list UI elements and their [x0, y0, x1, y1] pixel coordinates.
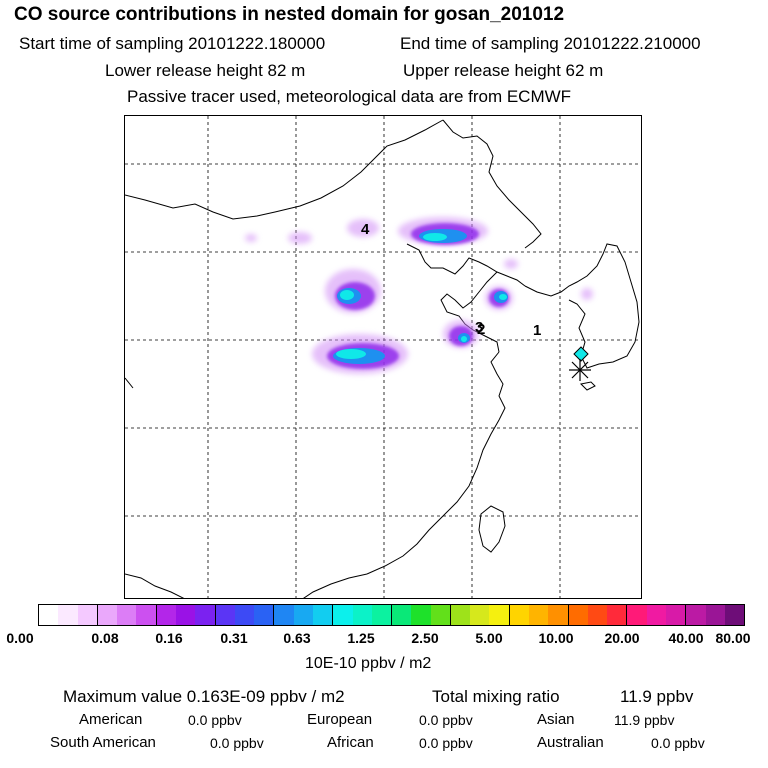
region-value: 0.0 ppbv [419, 712, 473, 728]
colorbar-segment [39, 605, 59, 625]
southwest-border [125, 573, 185, 598]
colorbar-unit: 10E-10 ppbv / m2 [305, 655, 432, 672]
colorbar-segment [254, 605, 275, 625]
bohai-coast [406, 243, 526, 287]
region-value: 0.0 ppbv [651, 735, 705, 751]
max-value-label: Maximum value 0.163E-09 ppbv / m2 [63, 687, 345, 706]
colorbar-segment [175, 605, 196, 625]
taiwan-island [478, 505, 506, 553]
map-canvas: 4 3 2 1 [125, 116, 641, 598]
korea-peninsula [524, 243, 640, 369]
jeju-island [579, 381, 596, 391]
colorbar-segment [548, 605, 569, 625]
inland-border [125, 377, 134, 389]
colorbar-segment [724, 605, 745, 625]
total-mixing-label: Total mixing ratio [432, 687, 560, 706]
colorbar-segment [274, 605, 294, 625]
colorbar-segment [666, 605, 687, 625]
colorbar-segment [392, 605, 412, 625]
colorbar-segment [568, 605, 588, 625]
colorbar-segment [686, 605, 706, 625]
colorbar-tick: 0.00 [6, 630, 34, 646]
colorbar-segment [509, 605, 530, 625]
south-china-coast [303, 573, 368, 598]
receptor-diamond [573, 346, 589, 362]
colorbar-tick: 2.50 [411, 630, 439, 646]
plume-peak [336, 233, 507, 359]
point-label-2: 2 [477, 321, 485, 338]
colorbar-segment [234, 605, 255, 625]
liaodong-shandong [440, 271, 500, 353]
colorbar-segment [58, 605, 78, 625]
colorbar-segment [450, 605, 471, 625]
colorbar-segment [371, 605, 393, 625]
mongolia-border [125, 119, 444, 220]
colorbar-segment [117, 605, 137, 625]
colorbar-tick: 10.00 [538, 630, 574, 646]
colorbar-tick: 5.00 [475, 630, 503, 646]
colorbar-segment [470, 605, 490, 625]
colorbar-tick: 0.08 [91, 630, 119, 646]
region-name: Australian [537, 734, 604, 751]
region-name: American [79, 711, 143, 728]
point-label-3: 3 [475, 319, 483, 336]
coastlines [125, 119, 640, 598]
colorbar-tick: 1.25 [347, 630, 375, 646]
colorbar-segment [156, 605, 176, 625]
colorbar-segment [77, 605, 98, 625]
colorbar-segment [529, 605, 549, 625]
colorbar-segment [607, 605, 628, 625]
start-time-label: Start time of sampling 20101222.180000 [19, 34, 326, 53]
colorbar-tick: 80.00 [715, 630, 751, 646]
colorbar-segment [293, 605, 313, 625]
colorbar-segment [587, 605, 608, 625]
point-label-4: 4 [361, 221, 370, 238]
region-value: 0.0 ppbv [210, 735, 264, 751]
colorbar-segment [705, 605, 725, 625]
colorbar-segment [430, 605, 451, 625]
colorbar-segment [97, 605, 118, 625]
colorbar [38, 604, 745, 626]
east-china-coast [366, 351, 506, 575]
colorbar-segment [136, 605, 157, 625]
colorbar-segment [411, 605, 431, 625]
total-mixing-value: 11.9 ppbv [620, 687, 694, 706]
region-value: 11.9 ppbv [614, 712, 675, 728]
colorbar-tick: 40.00 [668, 630, 704, 646]
colorbar-segment [312, 605, 334, 625]
lower-release-label: Lower release height 82 m [105, 61, 306, 80]
colorbar-segment [333, 605, 353, 625]
upper-release-label: Upper release height 62 m [403, 61, 604, 80]
colorbar-segment [352, 605, 372, 625]
region-name: South American [50, 734, 156, 751]
plot-title: CO source contributions in nested domain… [14, 4, 565, 25]
colorbar-segment [646, 605, 666, 625]
colorbar-tick: 0.31 [220, 630, 248, 646]
receptor-star-icon [569, 359, 591, 381]
colorbar-tick: 0.16 [155, 630, 183, 646]
colorbar-segment [215, 605, 235, 625]
colorbar-tick: 20.00 [604, 630, 640, 646]
region-name: African [327, 734, 374, 751]
end-time-label: End time of sampling 20101222.210000 [400, 34, 701, 53]
northeast-border [442, 119, 542, 249]
region-value: 0.0 ppbv [188, 712, 242, 728]
region-value: 0.0 ppbv [419, 735, 473, 751]
lat-lon-grid [125, 116, 641, 598]
region-name: European [307, 711, 373, 728]
tracer-note: Passive tracer used, meteorological data… [127, 87, 572, 106]
colorbar-segment [489, 605, 510, 625]
colorbar-tick: 0.63 [283, 630, 311, 646]
map-panel: 4 3 2 1 [124, 115, 642, 599]
colorbar-segment [195, 605, 216, 625]
colorbar-segment [627, 605, 647, 625]
region-name: Asian [537, 711, 575, 728]
point-label-1: 1 [533, 322, 541, 339]
